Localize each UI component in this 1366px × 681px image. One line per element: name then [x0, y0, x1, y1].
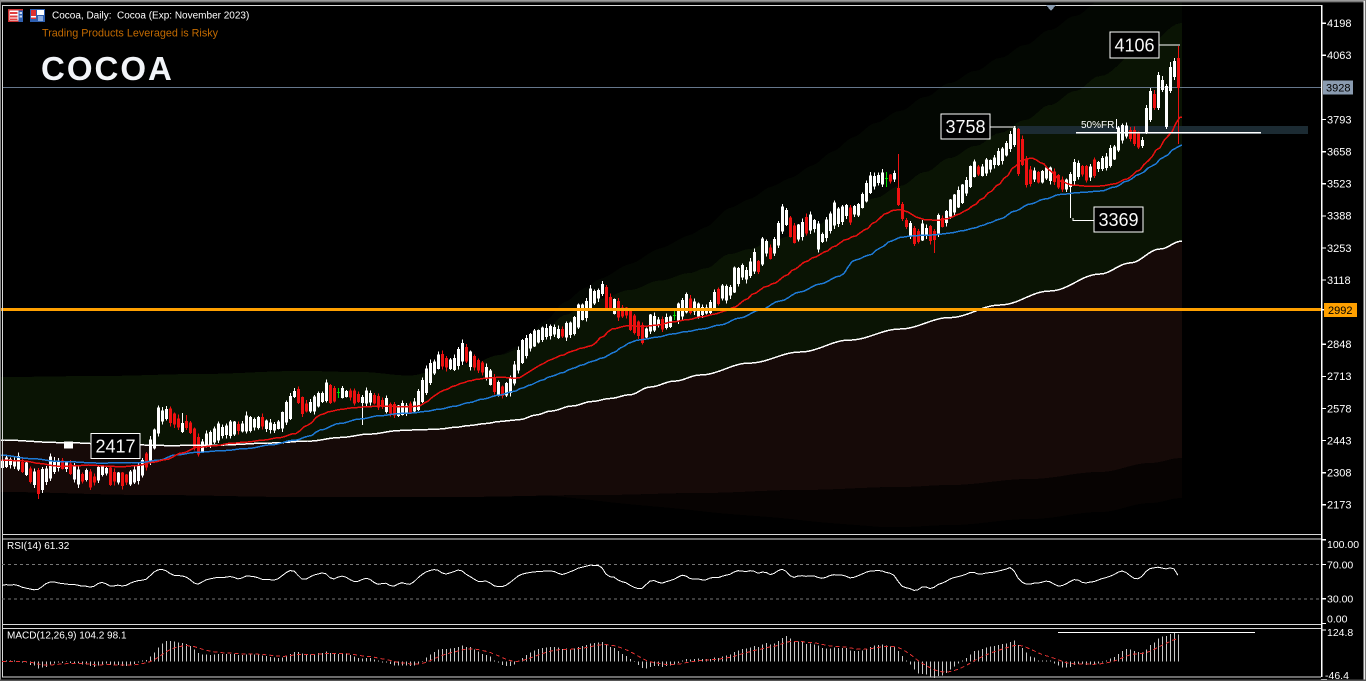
svg-text:Cocoa, Daily: Cocoa (Exp: Nov: Cocoa, Daily: Cocoa (Exp: November 2023): [52, 11, 249, 22]
svg-text:70.00: 70.00: [1327, 559, 1353, 571]
svg-text:2417: 2417: [95, 437, 135, 457]
svg-text:3118: 3118: [1327, 275, 1351, 287]
svg-text:50%FR: 50%FR: [1081, 120, 1114, 131]
svg-text:3253: 3253: [1327, 243, 1351, 255]
svg-text:2578: 2578: [1327, 403, 1351, 415]
svg-text:2308: 2308: [1327, 468, 1351, 480]
svg-text:COCOA: COCOA: [41, 50, 174, 87]
svg-text:RSI(14) 61.32: RSI(14) 61.32: [7, 541, 70, 552]
svg-text:3523: 3523: [1327, 179, 1351, 191]
svg-text:2173: 2173: [1327, 500, 1351, 512]
svg-text:3388: 3388: [1327, 211, 1351, 223]
svg-text:3658: 3658: [1327, 147, 1351, 159]
svg-text:4106: 4106: [1114, 36, 1154, 56]
svg-text:Trading Products Leveraged is: Trading Products Leveraged is Risky: [42, 28, 219, 40]
svg-text:4198: 4198: [1327, 18, 1351, 30]
svg-text:3793: 3793: [1327, 114, 1351, 126]
svg-text:4063: 4063: [1327, 50, 1351, 62]
svg-text:3369: 3369: [1098, 210, 1138, 230]
svg-text:2992: 2992: [1328, 305, 1352, 317]
svg-text:3928: 3928: [1326, 83, 1350, 95]
svg-text:124.8: 124.8: [1327, 627, 1353, 639]
svg-text:3758: 3758: [945, 117, 985, 137]
svg-text:100.00: 100.00: [1327, 539, 1359, 551]
svg-text:0.00: 0.00: [1327, 613, 1348, 625]
svg-text:2713: 2713: [1327, 371, 1351, 383]
svg-text:2848: 2848: [1327, 339, 1351, 351]
svg-text:MACD(12,26,9) 104.2 98.1: MACD(12,26,9) 104.2 98.1: [7, 631, 127, 642]
svg-text:2443: 2443: [1327, 435, 1351, 447]
svg-text:-46.4: -46.4: [1325, 670, 1349, 681]
svg-text:30.00: 30.00: [1327, 594, 1353, 606]
